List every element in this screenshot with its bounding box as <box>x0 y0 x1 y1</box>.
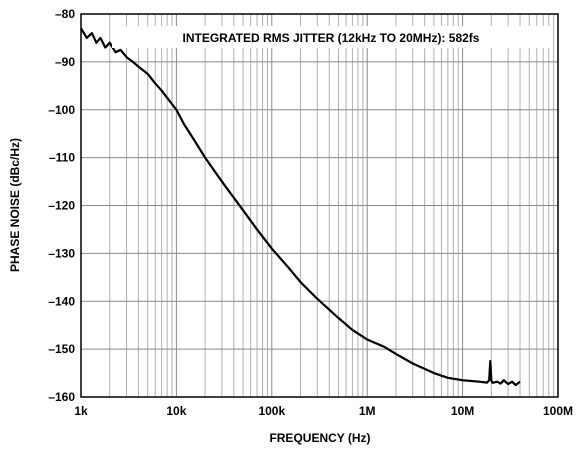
y-tick-label: –100 <box>48 103 75 117</box>
tick-labels: 1k 10k 100k 1M 10M 100M –80 –90 –100 –110 –120 –130… <box>48 7 573 418</box>
x-tick-label: 10M <box>451 404 474 418</box>
x-tick-label: 1M <box>359 404 376 418</box>
series-layer <box>80 27 521 387</box>
y-tick-label: –90 <box>55 55 75 69</box>
y-tick-label: –80 <box>55 7 75 21</box>
annotation-backdrop <box>112 26 550 48</box>
x-tick-label: 100k <box>258 404 285 418</box>
plot-frame <box>80 13 559 398</box>
y-axis-title: PHASE NOISE (dBc/Hz) <box>8 138 22 272</box>
x-tick-label: 10k <box>166 404 186 418</box>
grid <box>81 14 558 397</box>
y-tick-label: –160 <box>48 390 75 404</box>
y-tick-label: –120 <box>48 199 75 213</box>
y-tick-label: –110 <box>49 151 75 165</box>
y-tick-label: –140 <box>48 294 75 308</box>
y-tick-label: –150 <box>48 342 75 356</box>
phase-noise-line <box>80 27 521 387</box>
x-tick-label: 1k <box>74 404 88 418</box>
x-axis-title: FREQUENCY (Hz) <box>269 431 370 445</box>
jitter-annotation: INTEGRATED RMS JITTER (12kHz TO 20MHz): … <box>183 31 480 45</box>
x-tick-label: 100M <box>543 404 573 418</box>
y-tick-label: –130 <box>48 246 75 260</box>
